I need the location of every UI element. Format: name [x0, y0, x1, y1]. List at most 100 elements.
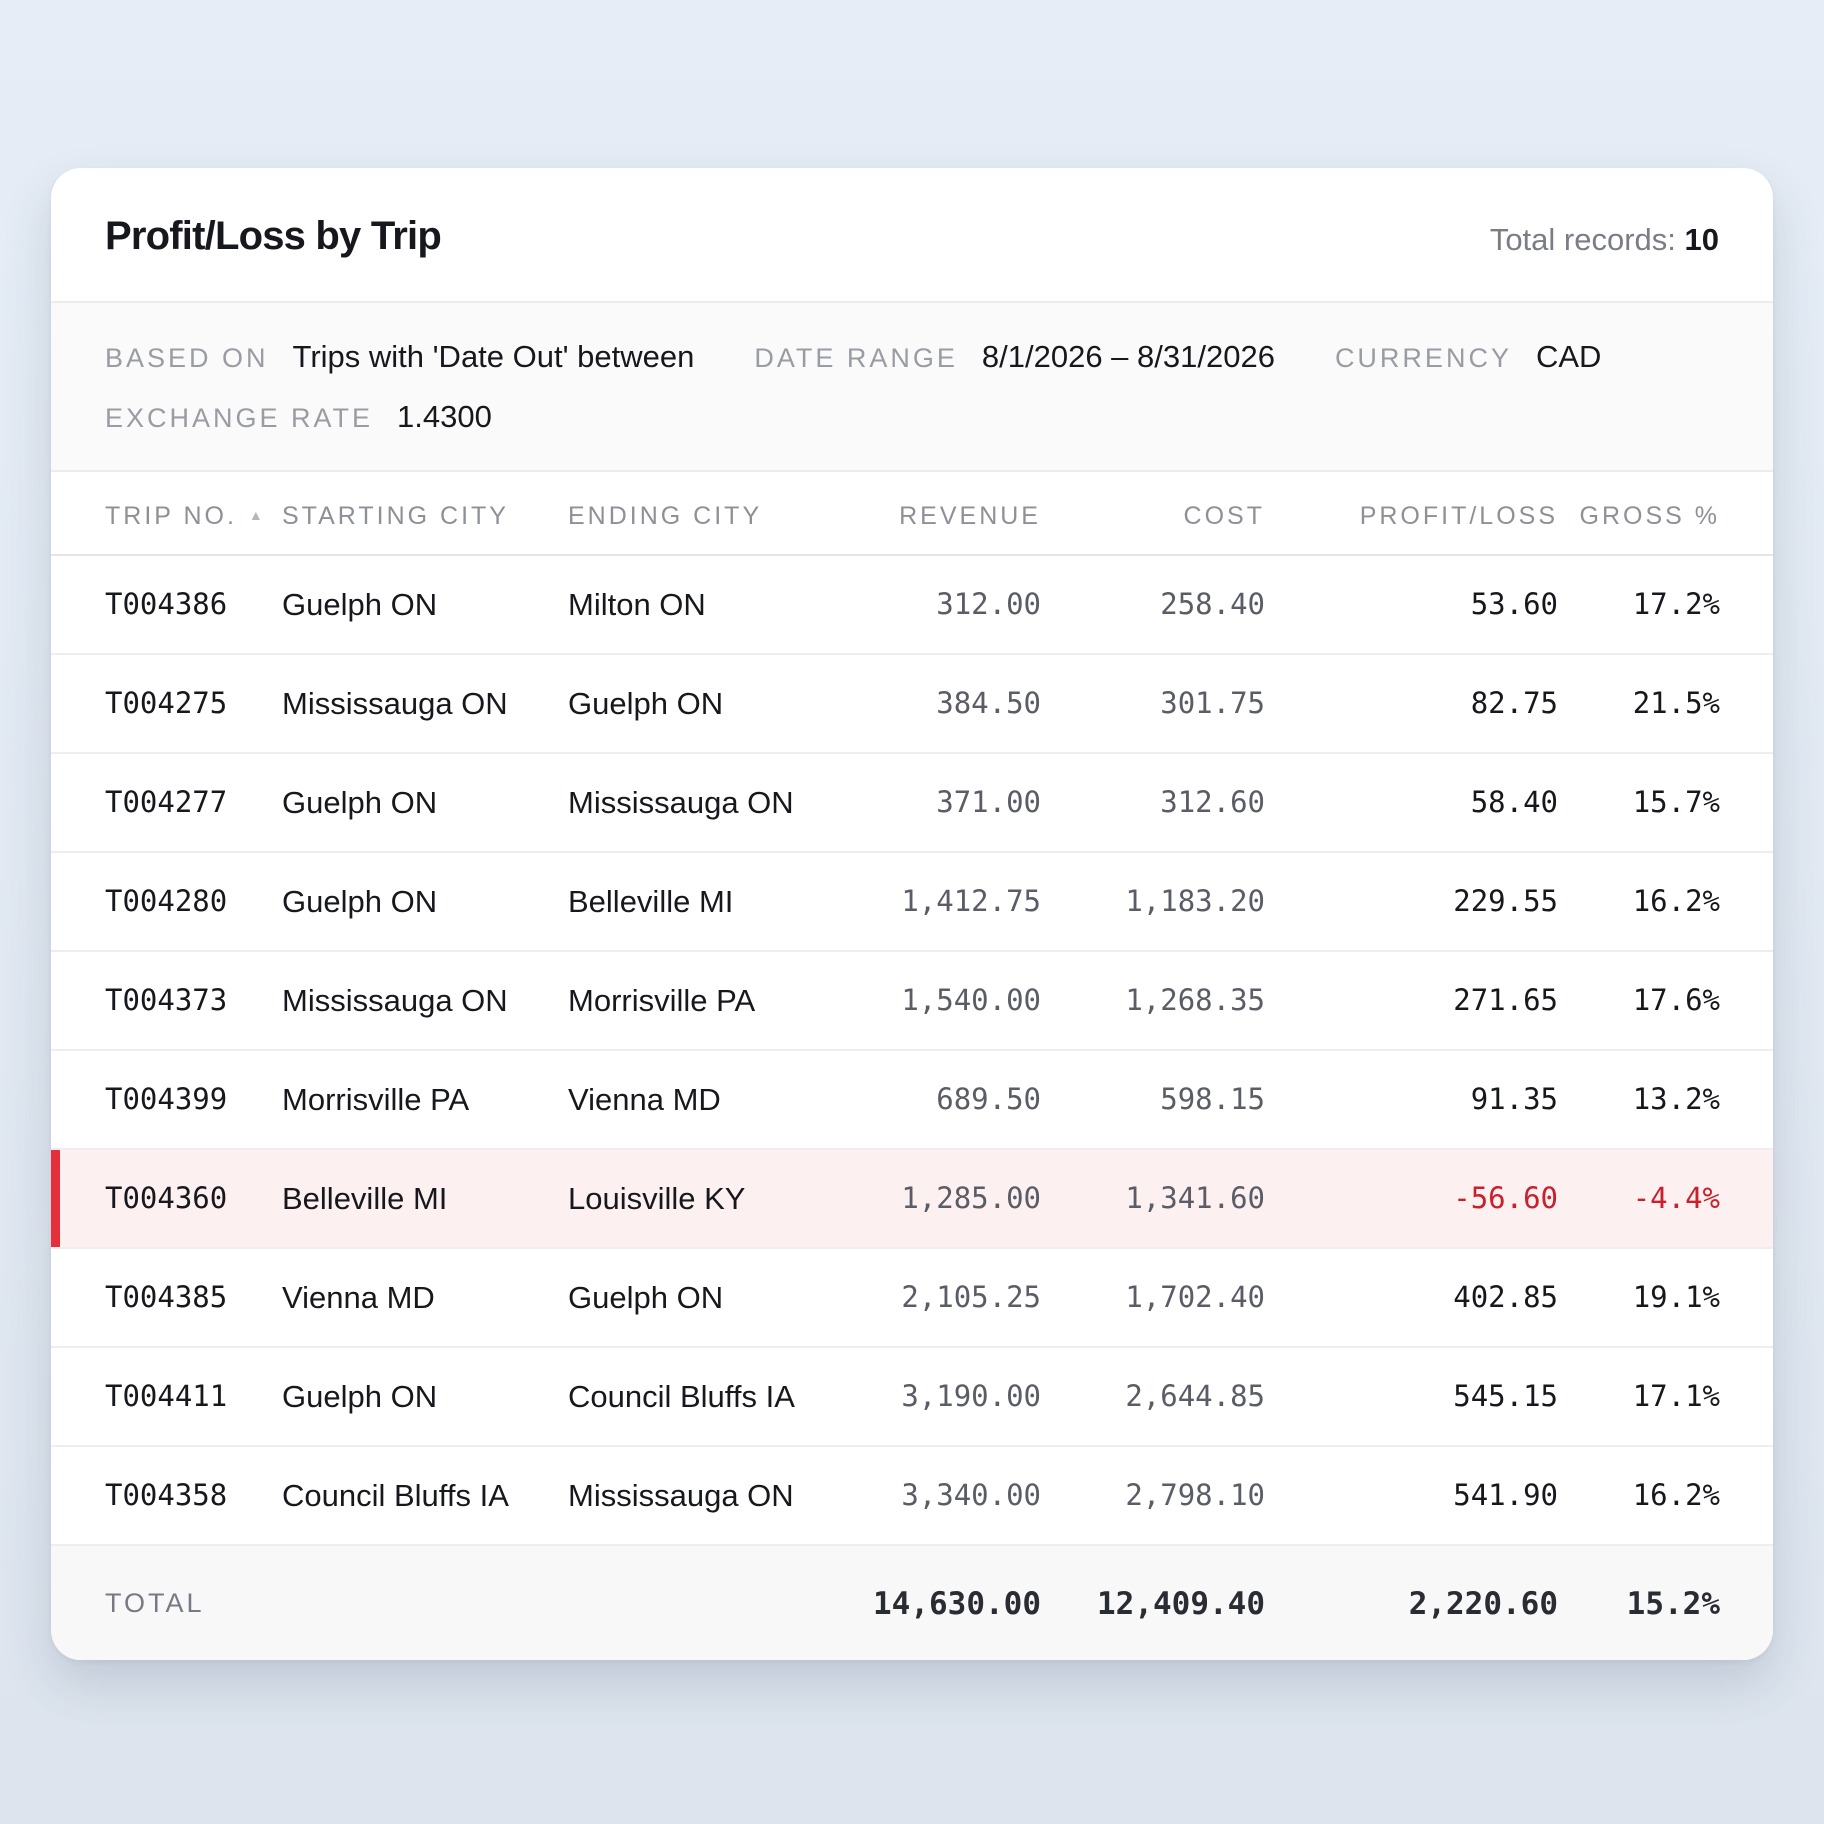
table-header: TRIP NO. ▲ STARTING CITY ENDING CITY REVE… — [51, 472, 1773, 556]
table-row[interactable]: T004386 Guelph ON Milton ON 312.00 258.40 53.… — [51, 556, 1773, 655]
profit-loss-cell: 229.55 — [1453, 884, 1558, 918]
total-records: Total records: 10 — [1490, 222, 1719, 258]
cost-cell: 2,644.85 — [1125, 1379, 1265, 1413]
gross-percent-cell: 17.1% — [1632, 1379, 1720, 1413]
starting-city-cell: Belleville MI — [282, 1181, 448, 1216]
trip-number-cell: T004275 — [105, 686, 228, 720]
trip-number-cell: T004373 — [105, 983, 228, 1017]
based-on-label: BASED ON — [105, 343, 269, 373]
revenue-cell: 384.50 — [936, 686, 1041, 720]
table-row[interactable]: T004385 Vienna MD Guelph ON 2,105.25 1,702.4… — [51, 1249, 1773, 1348]
profit-loss-cell: 53.60 — [1470, 587, 1558, 621]
table-row[interactable]: T004399 Morrisville PA Vienna MD 689.50 598.… — [51, 1051, 1773, 1150]
ending-city-cell: Guelph ON — [568, 1280, 724, 1315]
table-row[interactable]: T004275 Mississauga ON Guelph ON 384.50 301.… — [51, 655, 1773, 754]
total-records-label: Total records: — [1489, 222, 1676, 257]
ending-city-cell: Mississauga ON — [568, 1478, 794, 1513]
currency-label: CURRENCY — [1334, 343, 1512, 373]
report-header: Profit/Loss by Trip Total records: 10 — [51, 168, 1773, 303]
cost-cell: 1,341.60 — [1125, 1181, 1265, 1215]
revenue-cell: 3,340.00 — [901, 1478, 1041, 1512]
column-header-trip-no-label: TRIP NO. — [105, 502, 237, 530]
gross-percent-cell: 17.6% — [1632, 983, 1720, 1017]
column-header-trip-no[interactable]: TRIP NO. ▲ — [105, 502, 263, 531]
cost-cell: 1,183.20 — [1125, 884, 1265, 918]
ending-city-cell: Morrisville PA — [568, 983, 756, 1018]
column-header-revenue[interactable]: REVENUE — [899, 502, 1041, 530]
total-revenue: 14,630.00 — [873, 1586, 1041, 1622]
gross-percent-cell: -4.4% — [1632, 1181, 1720, 1215]
column-header-profit-loss[interactable]: PROFIT/LOSS — [1359, 502, 1558, 530]
gross-percent-cell: 16.2% — [1632, 1478, 1720, 1512]
starting-city-cell: Vienna MD — [282, 1280, 435, 1315]
trip-number-cell: T004411 — [105, 1379, 228, 1413]
gross-percent-cell: 15.7% — [1632, 785, 1720, 819]
revenue-cell: 2,105.25 — [901, 1280, 1041, 1314]
ending-city-cell: Vienna MD — [568, 1082, 721, 1117]
column-header-gross[interactable]: GROSS % — [1579, 502, 1720, 530]
column-header-ending-city[interactable]: ENDING CITY — [568, 502, 763, 530]
starting-city-cell: Council Bluffs IA — [282, 1478, 509, 1513]
column-header-starting-city[interactable]: STARTING CITY — [282, 502, 509, 530]
trip-number-cell: T004386 — [105, 587, 228, 621]
currency-value: CAD — [1535, 339, 1602, 374]
gross-percent-cell: 21.5% — [1632, 686, 1720, 720]
totals-row: TOTAL 14,630.00 12,409.40 2,220.60 15.2% — [51, 1546, 1773, 1660]
table-row[interactable]: T004411 Guelph ON Council Bluffs IA 3,190.0… — [51, 1348, 1773, 1447]
total-profit-loss: 2,220.60 — [1408, 1586, 1558, 1622]
table-row[interactable]: T004358 Council Bluffs IA Mississauga ON 3,… — [51, 1447, 1773, 1546]
revenue-cell: 1,412.75 — [901, 884, 1041, 918]
report-title: Profit/Loss by Trip — [105, 214, 442, 258]
trip-number-cell: T004360 — [105, 1181, 228, 1215]
gross-percent-cell: 16.2% — [1632, 884, 1720, 918]
revenue-cell: 3,190.00 — [901, 1379, 1041, 1413]
cost-cell: 1,702.40 — [1125, 1280, 1265, 1314]
sort-ascending-icon: ▲ — [248, 507, 263, 523]
profit-loss-cell: 545.15 — [1453, 1379, 1558, 1413]
starting-city-cell: Guelph ON — [282, 785, 438, 820]
profit-loss-cell: -56.60 — [1453, 1181, 1558, 1215]
cost-cell: 2,798.10 — [1125, 1478, 1265, 1512]
gross-percent-cell: 17.2% — [1632, 587, 1720, 621]
starting-city-cell: Guelph ON — [282, 1379, 438, 1414]
trip-number-cell: T004280 — [105, 884, 228, 918]
report-parameters: BASED ON Trips with 'Date Out' between D… — [51, 303, 1773, 472]
trip-number-cell: T004399 — [105, 1082, 228, 1116]
parameters-line-2: EXCHANGE RATE 1.4300 — [105, 399, 552, 435]
gross-percent-cell: 19.1% — [1632, 1280, 1720, 1314]
ending-city-cell: Mississauga ON — [568, 785, 794, 820]
column-header-cost[interactable]: COST — [1183, 502, 1265, 530]
profit-loss-cell: 82.75 — [1470, 686, 1558, 720]
ending-city-cell: Belleville MI — [568, 884, 734, 919]
profit-loss-cell: 91.35 — [1470, 1082, 1558, 1116]
cost-cell: 258.40 — [1160, 587, 1265, 621]
profit-loss-cell: 541.90 — [1453, 1478, 1558, 1512]
starting-city-cell: Mississauga ON — [282, 686, 508, 721]
profit-loss-cell: 58.40 — [1470, 785, 1558, 819]
trip-number-cell: T004277 — [105, 785, 228, 819]
date-range-label: DATE RANGE — [754, 343, 958, 373]
starting-city-cell: Guelph ON — [282, 587, 438, 622]
total-cost: 12,409.40 — [1097, 1586, 1265, 1622]
total-gross: 15.2% — [1626, 1586, 1720, 1622]
revenue-cell: 689.50 — [936, 1082, 1041, 1116]
starting-city-cell: Morrisville PA — [282, 1082, 470, 1117]
revenue-cell: 312.00 — [936, 587, 1041, 621]
cost-cell: 301.75 — [1160, 686, 1265, 720]
cost-cell: 312.60 — [1160, 785, 1265, 819]
trip-number-cell: T004385 — [105, 1280, 228, 1314]
exchange-rate-value: 1.4300 — [397, 399, 492, 434]
profit-loss-cell: 271.65 — [1453, 983, 1558, 1017]
ending-city-cell: Louisville KY — [568, 1181, 746, 1216]
table-row[interactable]: T004360 Belleville MI Louisville KY 1,285.0… — [51, 1150, 1773, 1249]
total-records-value: 10 — [1684, 222, 1719, 257]
exchange-rate-label: EXCHANGE RATE — [105, 403, 374, 433]
table-row[interactable]: T004280 Guelph ON Belleville MI 1,412.75 1,1… — [51, 853, 1773, 952]
cost-cell: 1,268.35 — [1125, 983, 1265, 1017]
based-on-value: Trips with 'Date Out' between — [292, 339, 695, 374]
ending-city-cell: Guelph ON — [568, 686, 724, 721]
ending-city-cell: Council Bluffs IA — [568, 1379, 795, 1414]
table-row[interactable]: T004373 Mississauga ON Morrisville PA 1,540… — [51, 952, 1773, 1051]
totals-label: TOTAL — [105, 1588, 205, 1618]
table-row[interactable]: T004277 Guelph ON Mississauga ON 371.00 312.… — [51, 754, 1773, 853]
